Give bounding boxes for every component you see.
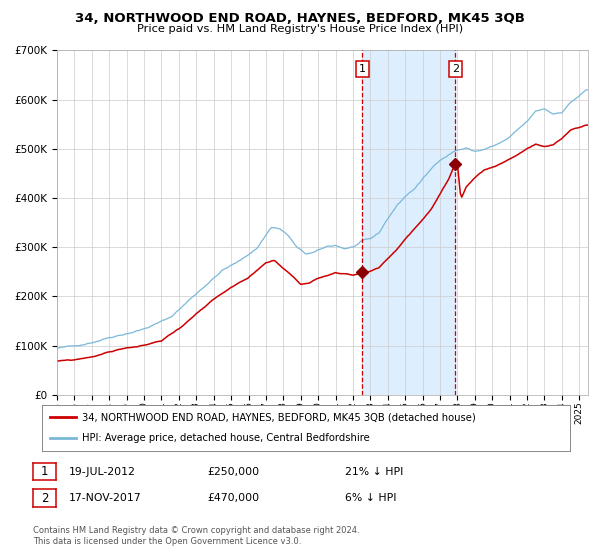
Text: 2: 2 (41, 492, 48, 505)
Text: 34, NORTHWOOD END ROAD, HAYNES, BEDFORD, MK45 3QB (detached house): 34, NORTHWOOD END ROAD, HAYNES, BEDFORD,… (82, 412, 475, 422)
Text: HPI: Average price, detached house, Central Bedfordshire: HPI: Average price, detached house, Cent… (82, 433, 370, 444)
Text: £470,000: £470,000 (207, 493, 259, 503)
Text: 6% ↓ HPI: 6% ↓ HPI (345, 493, 397, 503)
Text: 19-JUL-2012: 19-JUL-2012 (69, 466, 136, 477)
Text: Contains HM Land Registry data © Crown copyright and database right 2024.
This d: Contains HM Land Registry data © Crown c… (33, 526, 359, 546)
Text: 1: 1 (41, 465, 48, 478)
Text: Price paid vs. HM Land Registry's House Price Index (HPI): Price paid vs. HM Land Registry's House … (137, 24, 463, 34)
Text: 1: 1 (359, 64, 366, 74)
Text: 21% ↓ HPI: 21% ↓ HPI (345, 466, 403, 477)
Text: 34, NORTHWOOD END ROAD, HAYNES, BEDFORD, MK45 3QB: 34, NORTHWOOD END ROAD, HAYNES, BEDFORD,… (75, 12, 525, 25)
Text: £250,000: £250,000 (207, 466, 259, 477)
Text: 17-NOV-2017: 17-NOV-2017 (69, 493, 142, 503)
Text: 2: 2 (452, 64, 459, 74)
Bar (362, 50, 455, 395)
